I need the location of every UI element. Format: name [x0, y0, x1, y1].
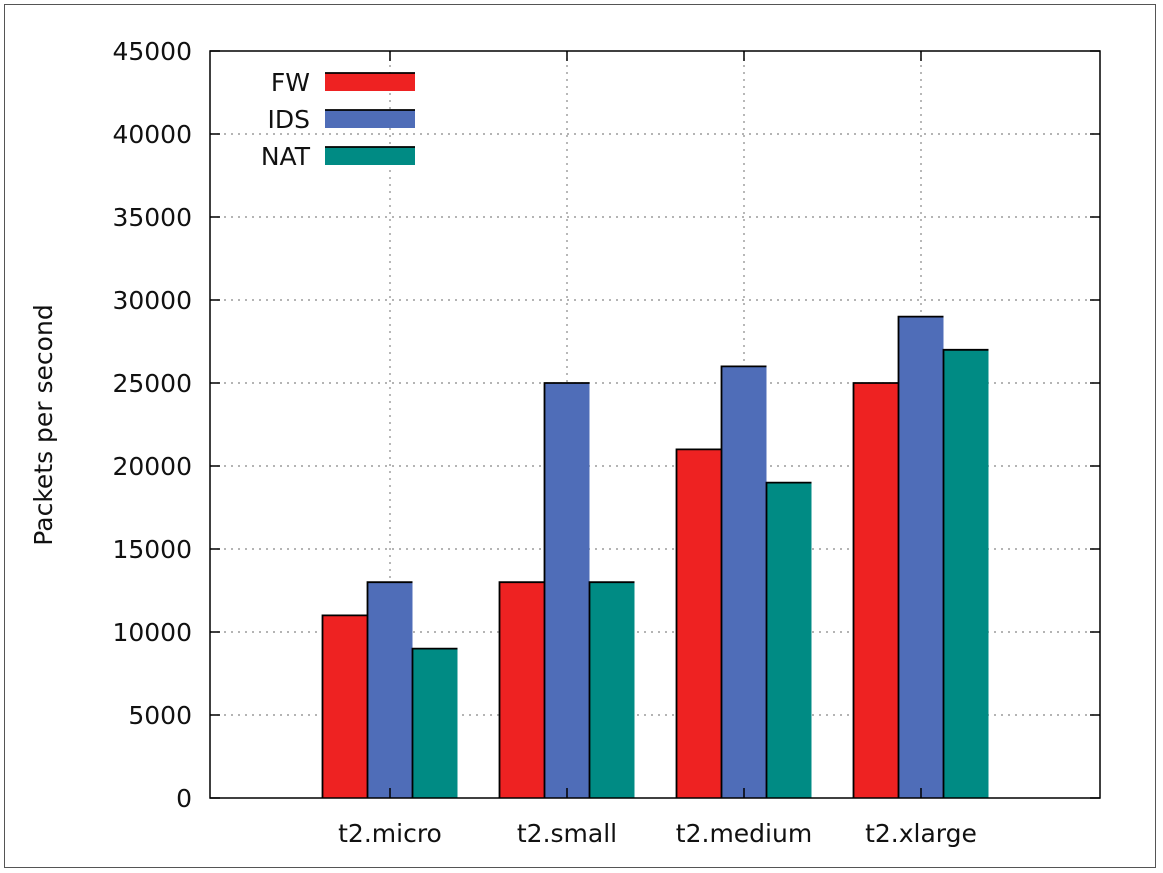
x-tick-labels: t2.micro t2.small t2.medium t2.xlarge	[338, 819, 977, 848]
y-tick-label: 25000	[112, 369, 192, 398]
bar-ids-t2-small	[544, 383, 590, 798]
legend-swatch-nat	[325, 147, 415, 165]
bar-outline	[765, 481, 812, 798]
y-tick-label: 5000	[128, 701, 192, 730]
bar-outline	[411, 647, 458, 798]
bar-outline	[942, 348, 989, 798]
legend-label-nat: NAT	[261, 142, 311, 171]
x-tick-label: t2.small	[517, 819, 617, 848]
bar-fw-t2-micro	[322, 615, 368, 798]
bar-nat-t2-medium	[766, 482, 812, 798]
legend-label-ids: IDS	[268, 105, 311, 134]
ticks	[210, 50, 1100, 799]
bar-fw-t2-xlarge	[853, 383, 899, 798]
y-tick-label: 40000	[112, 120, 192, 149]
bar-outline	[366, 581, 413, 798]
legend-swatch-ids	[325, 110, 415, 128]
bar-outline	[897, 315, 944, 798]
y-tick-labels: 0 5000 10000 15000 20000 25000 30000 35000 40000…	[112, 37, 192, 813]
bar-outline	[543, 382, 590, 798]
y-tick-label: 30000	[112, 286, 192, 315]
y-tick-label: 10000	[112, 618, 192, 647]
bars	[321, 315, 989, 798]
y-tick-label: 45000	[112, 37, 192, 66]
y-tick-label: 35000	[112, 203, 192, 232]
bar-outline	[675, 448, 722, 798]
bar-nat-t2-xlarge	[943, 349, 989, 798]
legend: FW IDS NAT	[261, 68, 415, 171]
y-tick-label: 15000	[112, 535, 192, 564]
bar-outline	[588, 581, 635, 798]
bar-outline	[498, 581, 545, 798]
bar-nat-t2-micro	[412, 648, 458, 798]
y-tick-label: 0	[176, 784, 192, 813]
bar-ids-t2-medium	[721, 366, 767, 798]
bar-outline	[321, 614, 368, 798]
bar-fw-t2-small	[499, 582, 545, 798]
y-axis-label: Packets per second	[29, 304, 58, 545]
plot-border	[209, 50, 1101, 799]
bar-ids-t2-micro	[367, 582, 413, 798]
bar-outline	[852, 382, 899, 798]
x-tick-label: t2.micro	[338, 819, 442, 848]
bar-nat-t2-small	[589, 582, 635, 798]
y-tick-label: 20000	[112, 452, 192, 481]
bar-fw-t2-medium	[676, 449, 722, 798]
legend-swatch-fw	[325, 73, 415, 91]
bar-ids-t2-xlarge	[898, 316, 944, 798]
bar-outline	[720, 365, 767, 798]
legend-label-fw: FW	[271, 68, 310, 97]
x-tick-label: t2.xlarge	[865, 819, 977, 848]
x-tick-label: t2.medium	[676, 819, 812, 848]
